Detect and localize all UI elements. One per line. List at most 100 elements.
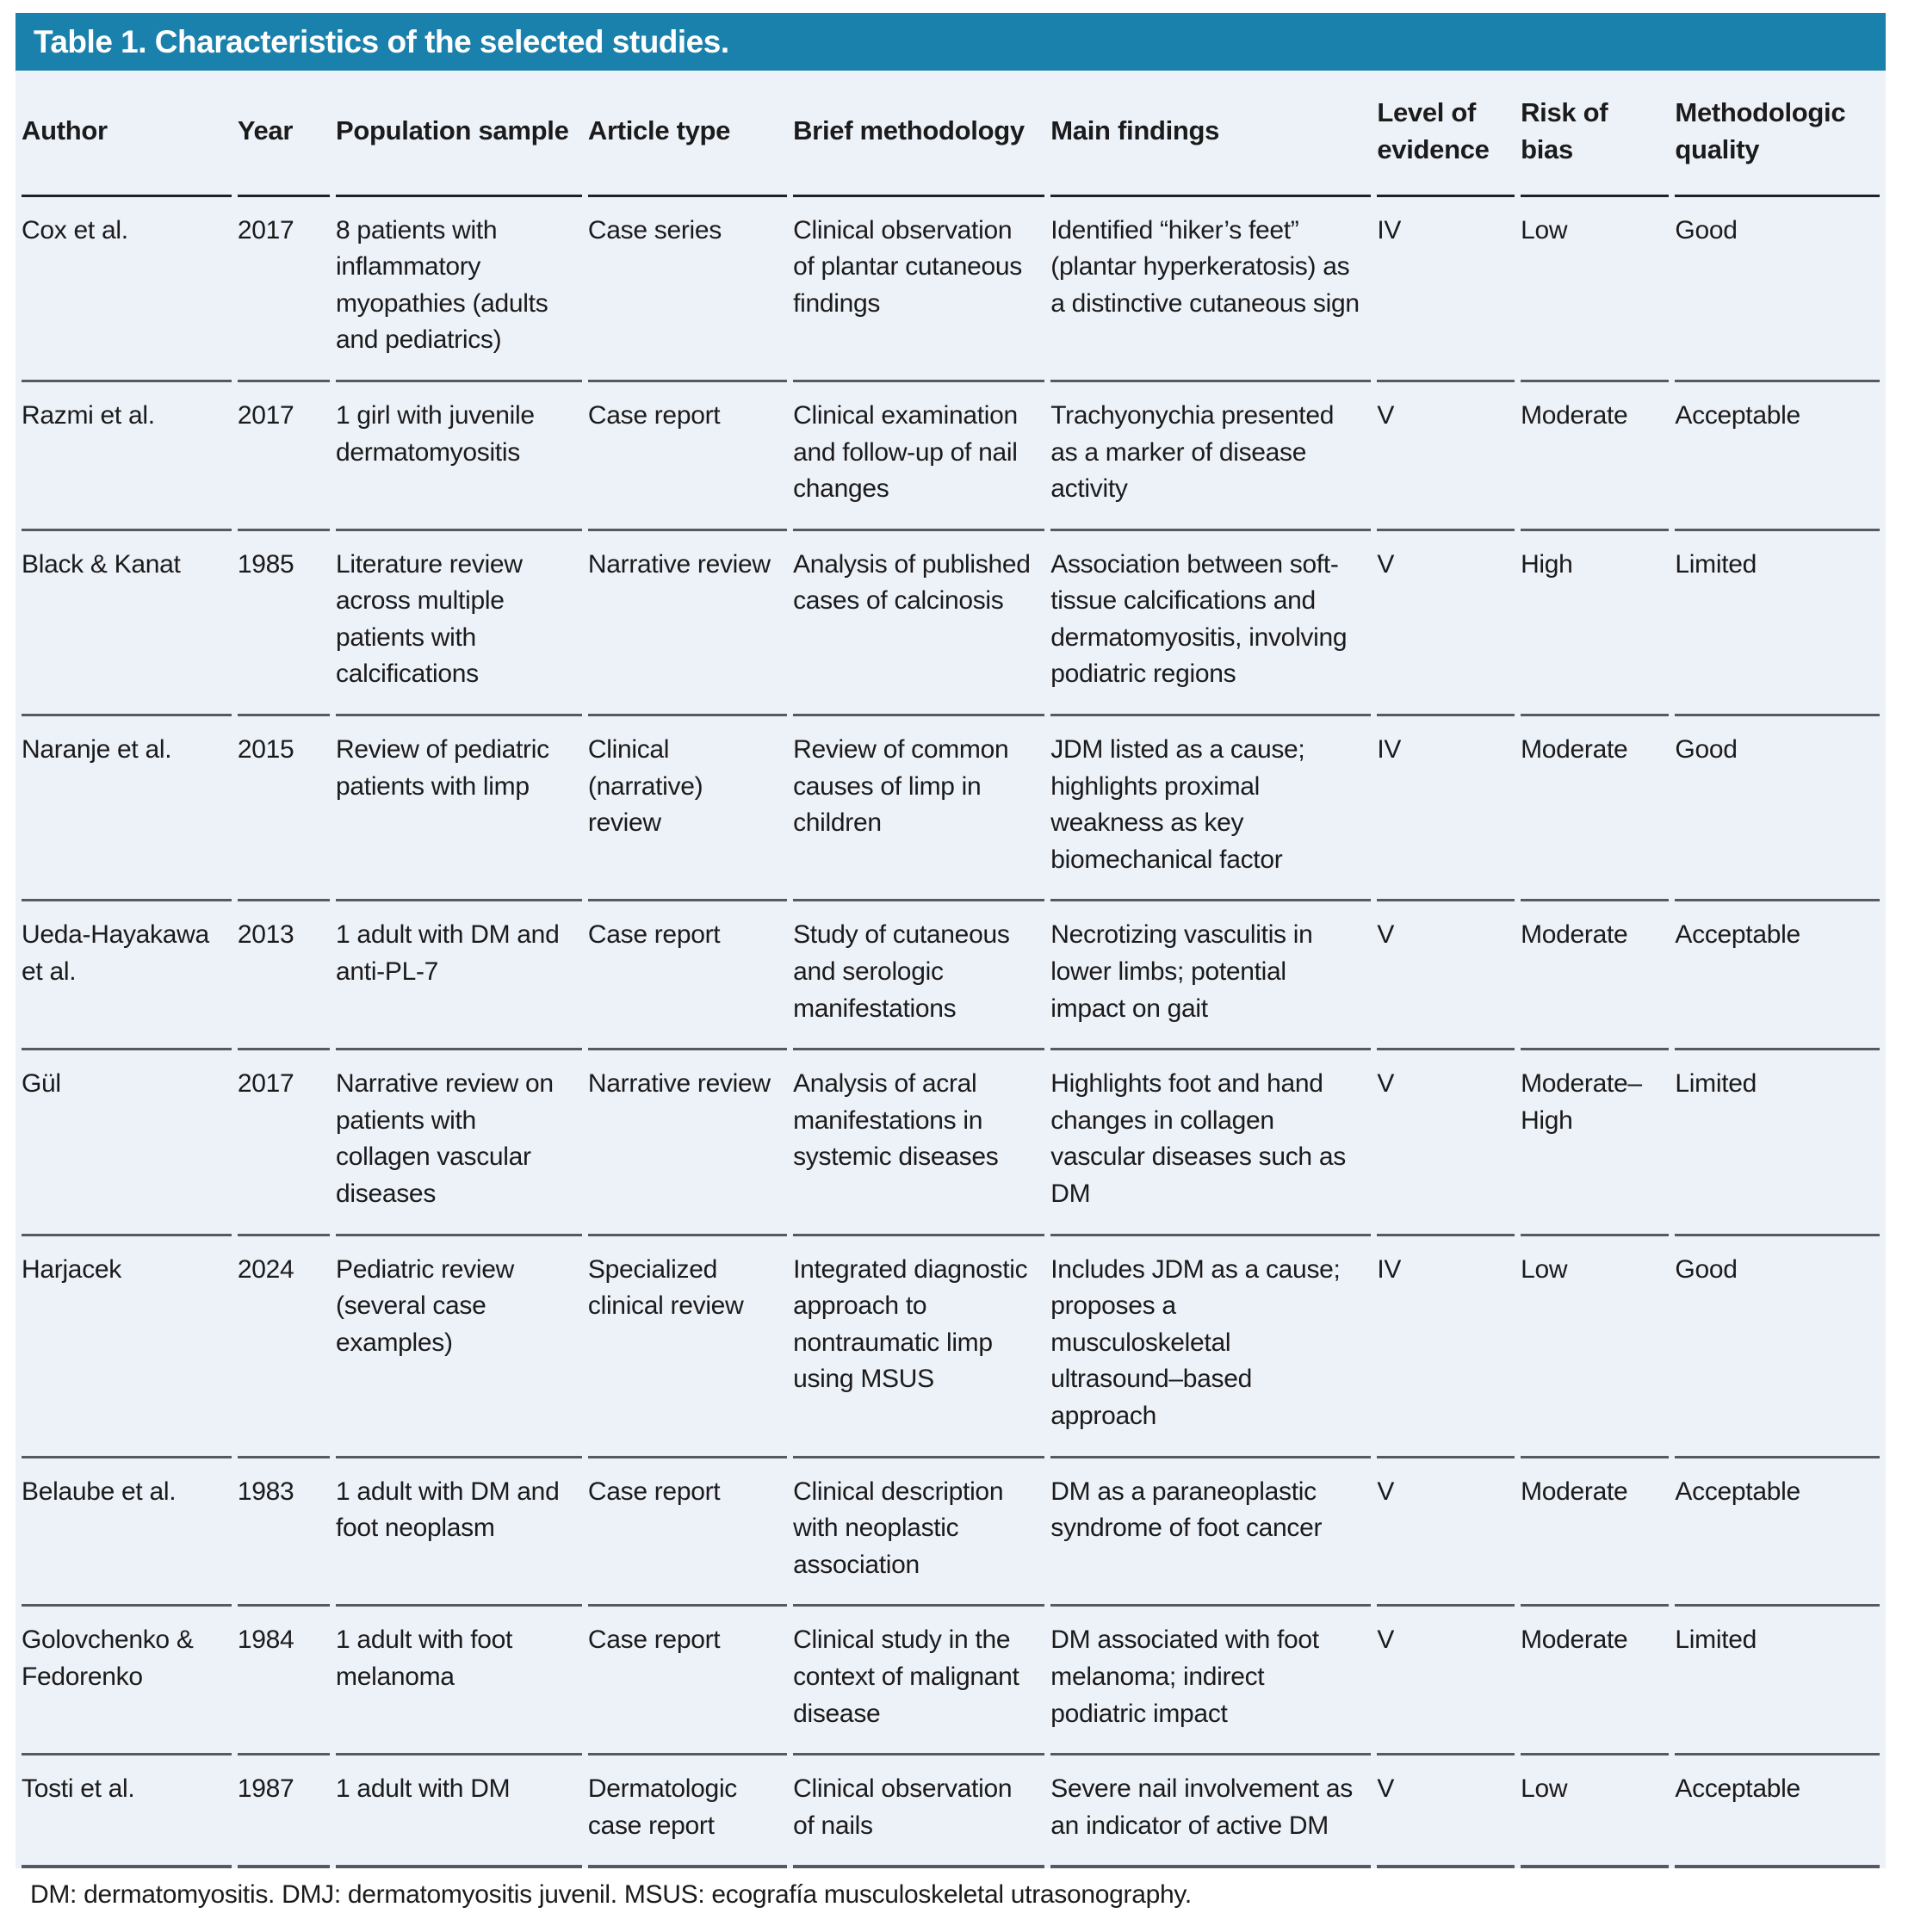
column-header-year: Year bbox=[237, 71, 331, 197]
cell-article_type: Dermatologic case report bbox=[587, 1756, 788, 1869]
cell-author: Ueda-Hayakawa et al. bbox=[22, 901, 232, 1051]
cell-year: 2013 bbox=[237, 901, 331, 1051]
cell-year: 2017 bbox=[237, 197, 331, 382]
cell-findings: Severe nail involvement as an indicator … bbox=[1050, 1756, 1372, 1869]
cell-population: Narrative review on patients with collag… bbox=[336, 1050, 582, 1236]
column-header-methodology: Brief methodology bbox=[793, 71, 1045, 197]
cell-year: 2017 bbox=[237, 382, 331, 531]
cell-year: 1987 bbox=[237, 1756, 331, 1869]
column-header-article_type: Article type bbox=[587, 71, 788, 197]
cell-population: Review of pediatric patients with limp bbox=[336, 716, 582, 902]
cell-quality: Limited bbox=[1675, 1607, 1880, 1756]
cell-year: 1983 bbox=[237, 1458, 331, 1607]
cell-evidence: V bbox=[1377, 382, 1515, 531]
cell-article_type: Case series bbox=[587, 197, 788, 382]
cell-findings: DM associated with foot melanoma; indire… bbox=[1050, 1607, 1372, 1756]
cell-author: Cox et al. bbox=[22, 197, 232, 382]
cell-quality: Limited bbox=[1675, 531, 1880, 717]
table-row: Cox et al. 2017 8 patients with inflammato… bbox=[22, 197, 1880, 382]
cell-bias: Moderate bbox=[1521, 716, 1670, 902]
cell-bias: Moderate–High bbox=[1521, 1050, 1670, 1236]
cell-bias: Moderate bbox=[1521, 901, 1670, 1051]
cell-evidence: V bbox=[1377, 1756, 1515, 1869]
cell-year: 2024 bbox=[237, 1236, 331, 1458]
cell-findings: Identified “hiker’s feet” (plantar hyper… bbox=[1050, 197, 1372, 382]
table-row: Tosti et al. 1987 1 adult with DM Dermatolo… bbox=[22, 1756, 1880, 1869]
cell-findings: Highlights foot and hand changes in coll… bbox=[1050, 1050, 1372, 1236]
cell-population: 1 adult with DM and anti-PL-7 bbox=[336, 901, 582, 1051]
studies-table: Author Year Population sample Article type B… bbox=[15, 71, 1886, 1869]
table-row: Golovchenko & Fedorenko 1984 1 adult with … bbox=[22, 1607, 1880, 1756]
cell-evidence: V bbox=[1377, 1458, 1515, 1607]
cell-article_type: Case report bbox=[587, 901, 788, 1051]
cell-quality: Good bbox=[1675, 197, 1880, 382]
table-row: Black & Kanat 1985 Literature review acros… bbox=[22, 531, 1880, 717]
cell-quality: Acceptable bbox=[1675, 1458, 1880, 1607]
cell-article_type: Specialized clinical review bbox=[587, 1236, 788, 1458]
header-row: Author Year Population sample Article type B… bbox=[22, 71, 1880, 197]
cell-bias: Low bbox=[1521, 1236, 1670, 1458]
cell-evidence: V bbox=[1377, 531, 1515, 717]
cell-author: Golovchenko & Fedorenko bbox=[22, 1607, 232, 1756]
cell-author: Black & Kanat bbox=[22, 531, 232, 717]
cell-author: Harjacek bbox=[22, 1236, 232, 1458]
table-body: Cox et al. 2017 8 patients with inflammato… bbox=[22, 197, 1880, 1869]
cell-methodology: Study of cutaneous and serologic manifes… bbox=[793, 901, 1045, 1051]
column-header-evidence: Level of evidence bbox=[1377, 71, 1515, 197]
cell-quality: Good bbox=[1675, 716, 1880, 902]
cell-quality: Limited bbox=[1675, 1050, 1880, 1236]
cell-evidence: IV bbox=[1377, 716, 1515, 902]
column-header-author: Author bbox=[22, 71, 232, 197]
cell-article_type: Narrative review bbox=[587, 1050, 788, 1236]
table-row: Gül 2017 Narrative review on patients with… bbox=[22, 1050, 1880, 1236]
table-title-bar: Table 1. Characteristics of the selected… bbox=[15, 13, 1886, 71]
table-title: Table 1. Characteristics of the selected… bbox=[34, 23, 729, 59]
cell-methodology: Clinical observation of nails bbox=[793, 1756, 1045, 1869]
cell-findings: JDM listed as a cause; highlights proxim… bbox=[1050, 716, 1372, 902]
cell-population: 1 adult with foot melanoma bbox=[336, 1607, 582, 1756]
table-footnote: DM: dermatomyositis. DMJ: dermatomyositi… bbox=[30, 1880, 1192, 1910]
table-row: Belaube et al. 1983 1 adult with DM and fo… bbox=[22, 1458, 1880, 1607]
column-header-bias: Risk of bias bbox=[1521, 71, 1670, 197]
cell-year: 1984 bbox=[237, 1607, 331, 1756]
cell-findings: Association between soft-tissue calcific… bbox=[1050, 531, 1372, 717]
cell-bias: High bbox=[1521, 531, 1670, 717]
table-row: Harjacek 2024 Pediatric review (several ca… bbox=[22, 1236, 1880, 1458]
cell-article_type: Case report bbox=[587, 1458, 788, 1607]
cell-population: Literature review across multiple patien… bbox=[336, 531, 582, 717]
cell-quality: Acceptable bbox=[1675, 1756, 1880, 1869]
cell-author: Razmi et al. bbox=[22, 382, 232, 531]
cell-findings: Necrotizing vasculitis in lower limbs; p… bbox=[1050, 901, 1372, 1051]
cell-population: 1 girl with juvenile dermatomyositis bbox=[336, 382, 582, 531]
cell-bias: Low bbox=[1521, 197, 1670, 382]
cell-methodology: Clinical examination and follow-up of na… bbox=[793, 382, 1045, 531]
cell-methodology: Analysis of published cases of calcinosi… bbox=[793, 531, 1045, 717]
cell-author: Belaube et al. bbox=[22, 1458, 232, 1607]
cell-evidence: IV bbox=[1377, 1236, 1515, 1458]
cell-methodology: Clinical observation of plantar cutaneou… bbox=[793, 197, 1045, 382]
cell-year: 2017 bbox=[237, 1050, 331, 1236]
cell-evidence: V bbox=[1377, 901, 1515, 1051]
column-header-quality: Methodologic quality bbox=[1675, 71, 1880, 197]
cell-year: 1985 bbox=[237, 531, 331, 717]
cell-population: 1 adult with DM bbox=[336, 1756, 582, 1869]
cell-bias: Moderate bbox=[1521, 382, 1670, 531]
cell-findings: DM as a paraneoplastic syndrome of foot … bbox=[1050, 1458, 1372, 1607]
cell-methodology: Clinical study in the context of maligna… bbox=[793, 1607, 1045, 1756]
cell-evidence: IV bbox=[1377, 197, 1515, 382]
cell-findings: Trachyonychia presented as a marker of d… bbox=[1050, 382, 1372, 531]
cell-author: Naranje et al. bbox=[22, 716, 232, 902]
cell-population: 1 adult with DM and foot neoplasm bbox=[336, 1458, 582, 1607]
table-row: Razmi et al. 2017 1 girl with juvenile der… bbox=[22, 382, 1880, 531]
column-header-population: Population sample bbox=[336, 71, 582, 197]
column-header-findings: Main findings bbox=[1050, 71, 1372, 197]
cell-population: 8 patients with inflammatory myopathies … bbox=[336, 197, 582, 382]
cell-article_type: Case report bbox=[587, 1607, 788, 1756]
cell-quality: Good bbox=[1675, 1236, 1880, 1458]
cell-year: 2015 bbox=[237, 716, 331, 902]
cell-author: Tosti et al. bbox=[22, 1756, 232, 1869]
table-row: Naranje et al. 2015 Review of pediatric pa… bbox=[22, 716, 1880, 902]
cell-article_type: Clinical (narrative) review bbox=[587, 716, 788, 902]
cell-author: Gül bbox=[22, 1050, 232, 1236]
cell-quality: Acceptable bbox=[1675, 382, 1880, 531]
